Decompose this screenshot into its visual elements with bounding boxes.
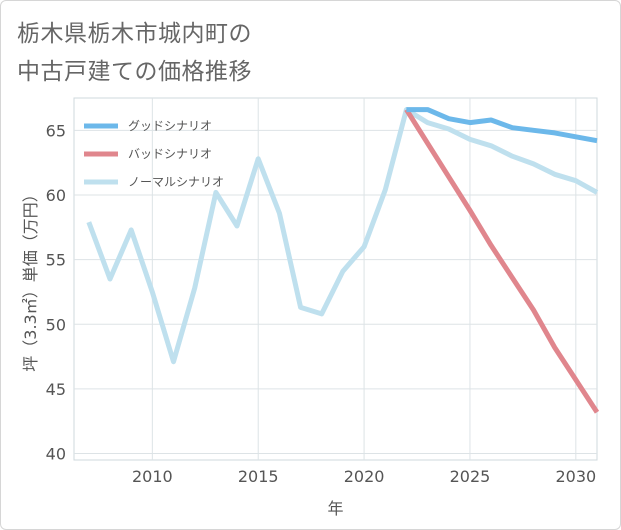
series-line-2 <box>86 107 599 365</box>
x-tick-2015: 2015 <box>238 467 279 486</box>
series-line-0 <box>406 107 598 144</box>
y-tick-labels: 40 45 50 55 60 65 <box>46 121 66 463</box>
y-tick-55: 55 <box>46 251 66 270</box>
x-tick-2010: 2010 <box>132 467 173 486</box>
plot-frame <box>73 97 598 461</box>
y-tick-40: 40 <box>46 445 66 464</box>
x-axis-title: 年 <box>327 499 343 518</box>
y-axis-title: 坪（3.3㎡）単価（万円） <box>21 186 40 371</box>
legend-label-1: バッドシナリオ <box>128 147 212 161</box>
x-tick-2020: 2020 <box>344 467 385 486</box>
title-line-1: 栃木県栃木市城内町の <box>17 21 252 47</box>
title-line-2: 中古戸建ての価格推移 <box>17 59 252 85</box>
chart-title: 栃木県栃木市城内町の 中古戸建ての価格推移 <box>17 15 252 91</box>
x-tick-labels: 2010 2015 2020 2025 2030 <box>132 467 596 486</box>
series-lines <box>86 107 600 414</box>
y-tick-45: 45 <box>46 380 66 399</box>
y-tick-50: 50 <box>46 315 66 334</box>
x-tick-2025: 2025 <box>450 467 491 486</box>
legend-label-2: ノーマルシナリオ <box>128 175 224 189</box>
series-line-1 <box>404 108 600 414</box>
legend-label-0: グッドシナリオ <box>128 119 212 133</box>
y-tick-65: 65 <box>46 121 66 140</box>
y-tick-60: 60 <box>46 186 66 205</box>
x-tick-2030: 2030 <box>555 467 596 486</box>
